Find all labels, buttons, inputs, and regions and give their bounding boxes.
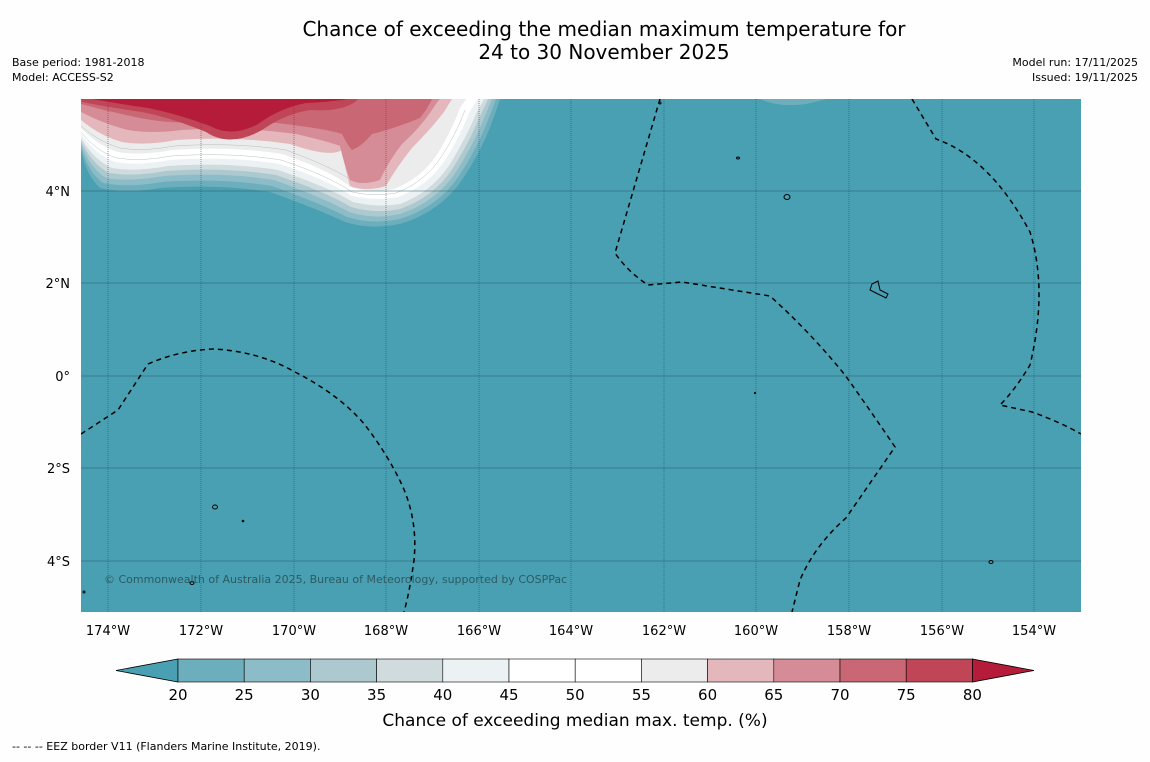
copyright-text: © Commonwealth of Australia 2025, Bureau… <box>104 573 567 586</box>
colorbar <box>115 658 1035 683</box>
base-period: Base period: 1981-2018 <box>12 56 145 69</box>
issued-date: Issued: 19/11/2025 <box>1031 71 1138 84</box>
colorbar-segment <box>574 658 642 683</box>
eez-borders <box>81 99 1081 612</box>
model-name: Model: ACCESS-S2 <box>12 71 114 84</box>
colorbar-segment <box>376 658 444 683</box>
colorbar-segment <box>442 658 510 683</box>
colorbar-ticks: 20 25 30 35 40 45 50 55 60 65 70 75 80 <box>168 686 981 704</box>
longitude-label: 174°W <box>86 624 130 639</box>
colorbar-tick-label: 20 <box>168 686 187 704</box>
longitude-label: 168°W <box>364 624 408 639</box>
model-run: Model run: 17/11/2025 <box>1012 56 1138 69</box>
islands <box>82 101 994 594</box>
latitude-label: 2°S <box>47 462 70 477</box>
meta-right: Model run: 17/11/2025 Issued: 19/11/2025 <box>1012 55 1138 85</box>
colorbar-tick-label: 65 <box>764 686 783 704</box>
longitude-label: 172°W <box>179 624 223 639</box>
colorbar-segment <box>177 658 245 683</box>
colorbar-segment <box>707 658 775 683</box>
colorbar-extend-high <box>972 658 1035 683</box>
colorbar-tick-label: 70 <box>830 686 849 704</box>
longitude-label: 166°W <box>457 624 501 639</box>
longitude-label: 160°W <box>734 624 778 639</box>
colorbar-segment <box>839 658 907 683</box>
longitude-label: 156°W <box>920 624 964 639</box>
graticule <box>107 99 1035 612</box>
colorbar-tick-label: 25 <box>235 686 254 704</box>
latitude-label: 0° <box>55 370 70 385</box>
colorbar-segment <box>243 658 311 683</box>
colorbar-segment <box>773 658 841 683</box>
colorbar-tick-label: 40 <box>433 686 452 704</box>
latitude-label: 2°N <box>46 277 71 292</box>
longitude-label: 164°W <box>549 624 593 639</box>
latitude-label: 4°N <box>46 185 71 200</box>
colorbar-tick-label: 35 <box>367 686 386 704</box>
title-line-2: 24 to 30 November 2025 <box>478 40 730 64</box>
colorbar-segment <box>508 658 576 683</box>
map-title: Chance of exceeding the median maximum t… <box>0 18 1150 64</box>
latitude-labels: 4°N 2°N 0° 2°S 4°S <box>46 185 71 570</box>
title-line-1: Chance of exceeding the median maximum t… <box>302 17 906 41</box>
meta-left: Base period: 1981-2018 Model: ACCESS-S2 <box>12 55 144 85</box>
eez-legend: -- -- -- EEZ border V11 (Flanders Marine… <box>12 740 321 753</box>
colorbar-tick-label: 80 <box>963 686 982 704</box>
graticule-lat <box>81 190 1081 562</box>
longitude-label: 170°W <box>272 624 316 639</box>
colorbar-tick-label: 55 <box>632 686 651 704</box>
longitude-label: 154°W <box>1012 624 1056 639</box>
colorbar-extend-low <box>115 658 179 683</box>
latitude-label: 4°S <box>47 555 70 570</box>
longitude-labels: 174°W 172°W 170°W 168°W 166°W 164°W 162°W 160°W… <box>86 624 1056 639</box>
longitude-label: 158°W <box>827 624 871 639</box>
colorbar-segment <box>641 658 708 683</box>
longitude-label: 162°W <box>642 624 686 639</box>
colorbar-tick-label: 60 <box>698 686 717 704</box>
colorbar-tick-label: 30 <box>301 686 320 704</box>
colorbar-tick-label: 50 <box>566 686 585 704</box>
colorbar-segment <box>310 658 377 683</box>
colorbar-tick-label: 45 <box>499 686 518 704</box>
colorbar-tick-label: 75 <box>897 686 916 704</box>
colorbar-label: Chance of exceeding median max. temp. (%… <box>382 711 767 731</box>
colorbar-segment <box>905 658 973 683</box>
